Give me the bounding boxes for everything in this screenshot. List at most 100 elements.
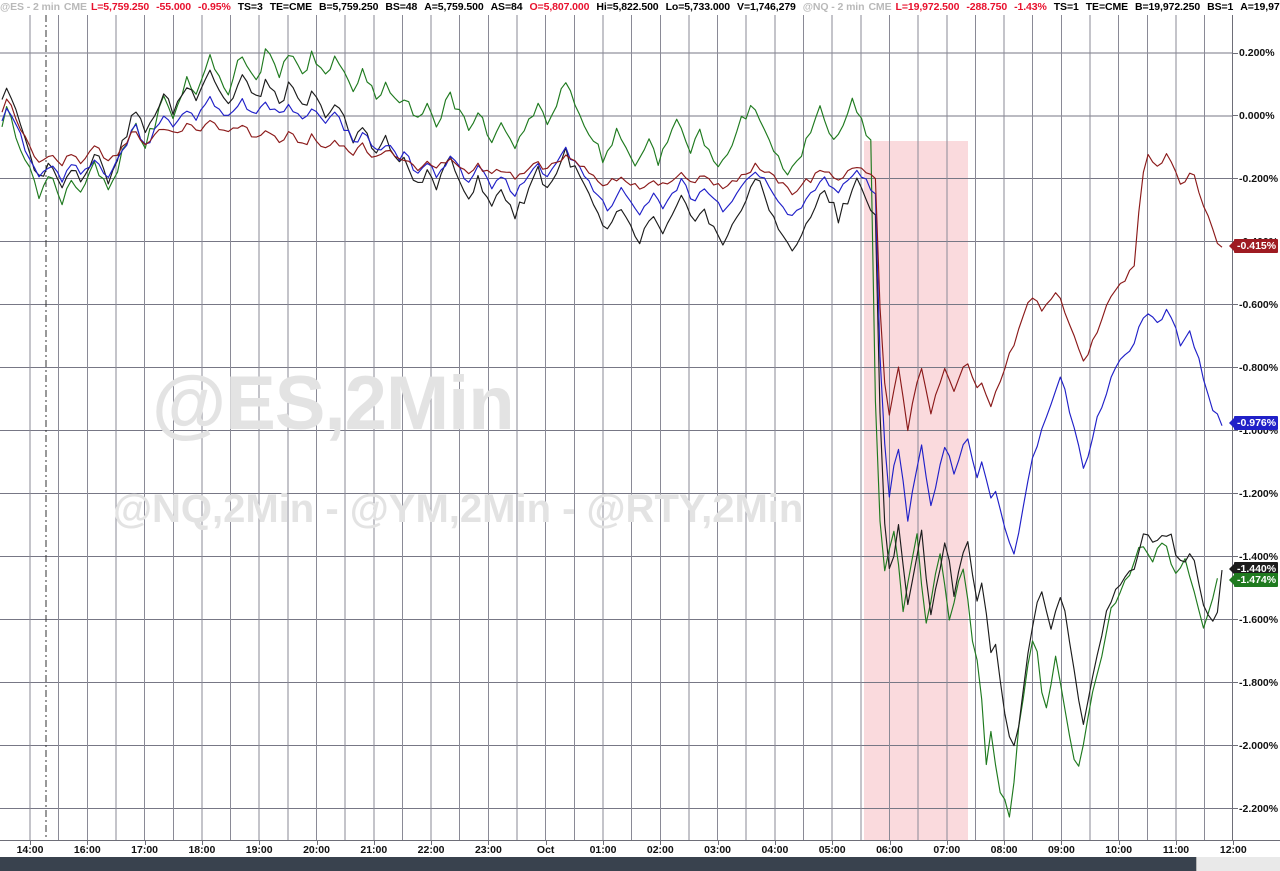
time-tick-mark [1061,841,1063,845]
time-axis-tick-label: 05:00 [818,844,846,856]
series-line-es2min [1,98,1223,432]
quote-es-volume: V=1,746,279 [737,1,796,13]
price-axis-tick-label: -1.800% [1239,676,1279,689]
time-tick-mark [373,841,375,845]
price-axis-tick: -1.400% [1233,551,1280,564]
time-axis-tick-label: 18:00 [188,844,216,856]
time-axis-tick-label: 23:00 [474,844,502,856]
nq-price-badge-label: -0.976% [1237,417,1277,430]
es-price-badge[interactable]: -0.415% [1229,239,1279,254]
price-axis-tick-label: -2.200% [1239,802,1279,815]
quote-es-trade-exchange: TE=CME [269,1,313,13]
time-axis: 14:00 16:00 17:00 18:00 19:00 20:00 21:00 22:00… [0,840,1280,858]
es-price-badge-label: -0.415% [1237,240,1277,253]
time-tick-mark [832,841,834,845]
time-axis-tick-label: 17:00 [131,844,159,856]
quote-es-bid-size: BS=48 [385,1,418,13]
quote-nq-bid-size: BS=1 [1207,1,1234,13]
time-axis-tick-label: 08:00 [990,844,1018,856]
time-tick-mark [603,841,604,845]
time-axis-tick-label: 10:00 [1105,844,1133,856]
time-tick-mark [316,841,318,845]
tick-mark [1233,115,1238,117]
price-axis-tick: -2.000% [1233,740,1280,753]
price-axis-tick-label: -0.200% [1239,172,1279,185]
quote-nq-trade-exchange: TE=CME [1085,1,1129,13]
quote-nq-symbol: @NQ - 2 min [802,1,865,13]
quote-es-symbol: @ES - 2 min [0,1,60,13]
tick-mark [1233,304,1238,306]
tick-mark [1233,619,1238,621]
quote-es-open: O=5,807.000 [529,1,590,13]
price-axis-tick: -1.600% [1233,614,1280,627]
time-tick-mark [431,841,433,845]
badge-pointer [1229,574,1234,585]
time-axis-tick-label: Oct [536,844,555,856]
quote-es-trade-size: TS=3 [237,1,263,13]
scrollbar-end-zone[interactable] [1196,857,1280,871]
tick-mark [1233,745,1238,747]
price-axis-tick-label: -1.600% [1239,613,1279,626]
quote-es-change-pct: -0.95% [198,1,231,13]
time-tick-mark [1233,841,1235,845]
badge-pointer [1229,418,1234,429]
horizontal-scrollbar-thumb[interactable] [0,857,1196,871]
time-tick-mark [1176,841,1177,845]
quote-es-last-label: L=5,759.250 [90,1,150,13]
time-axis-tick-label: 07:00 [933,844,961,856]
tick-mark [1233,556,1238,558]
quote-es-bid: B=5,759.250 [319,1,379,13]
time-axis-tick-label: 16:00 [73,844,101,856]
time-tick-mark [774,841,776,845]
time-tick-mark [201,841,203,845]
quote-nq-change: -288.750 [966,1,1008,13]
badge-pointer [1229,564,1234,575]
quote-header: @ES - 2 min CME L=5,759.250 -55.000 -0.95% TS… [0,0,1280,14]
tick-mark [1233,367,1238,369]
time-tick-mark [545,841,547,845]
time-axis-tick-label: 11:00 [1162,844,1190,856]
quote-es-change: -55.000 [156,1,192,13]
time-tick-mark [946,841,948,845]
price-axis-tick: -0.600% [1233,299,1280,312]
price-axis-tick-label: -0.800% [1239,361,1279,374]
time-tick-mark [889,841,891,845]
price-series-svg [0,15,1232,840]
ym-price-badge[interactable]: -1.440% [1229,562,1279,577]
chart-plot-area[interactable]: @ES,2Min @NQ,2Min - @YM,2Min - @RTY,2Min [0,15,1232,840]
time-axis-tick-label: 01:00 [589,844,617,856]
price-axis-tick-label: 0.200% [1239,46,1275,59]
quote-nq-trade-size: TS=1 [1053,1,1079,13]
price-axis-tick: 0.000% [1233,110,1280,123]
price-axis-tick-label: -1.200% [1239,487,1279,500]
quote-nq-ask: A=19,972.7!... [1240,1,1280,13]
quote-es-ask-size: AS=84 [490,1,523,13]
time-axis-tick-label: 19:00 [245,844,273,856]
time-tick-mark [660,841,662,845]
time-tick-mark [259,841,261,845]
quote-es-low: Lo=5,733.000 [665,1,731,13]
time-tick-mark [144,841,146,845]
time-tick-mark [717,841,719,845]
quote-es-ask: A=5,759.500 [424,1,484,13]
price-axis-tick-label: -0.600% [1239,298,1279,311]
nq-price-badge[interactable]: -0.976% [1229,416,1279,431]
quote-nq-change-pct: -1.43% [1014,1,1047,13]
time-tick-mark [87,841,89,845]
price-axis[interactable]: 0.200%0.000%-0.200%-0.400%-0.600%-0.800%… [1229,15,1280,840]
price-axis-tick: -0.200% [1233,173,1280,186]
tick-mark [1233,682,1238,684]
price-axis-tick: -2.200% [1233,803,1280,816]
price-axis-tick: 0.200% [1233,47,1280,60]
time-axis-tick-label: 14:00 [16,844,44,856]
badge-pointer [1229,241,1234,252]
rty-price-badge[interactable]: -1.474% [1229,572,1279,587]
time-axis-tick-label: 12:00 [1219,844,1247,856]
tick-mark [1233,808,1238,810]
price-axis-tick: -1.800% [1233,677,1280,690]
quote-es-exchange: CME [63,1,87,13]
quote-nq-last-label: L=19,972.500 [895,1,960,13]
price-axis-tick: -1.200% [1233,488,1280,501]
time-axis-tick-label: 09:00 [1047,844,1075,856]
